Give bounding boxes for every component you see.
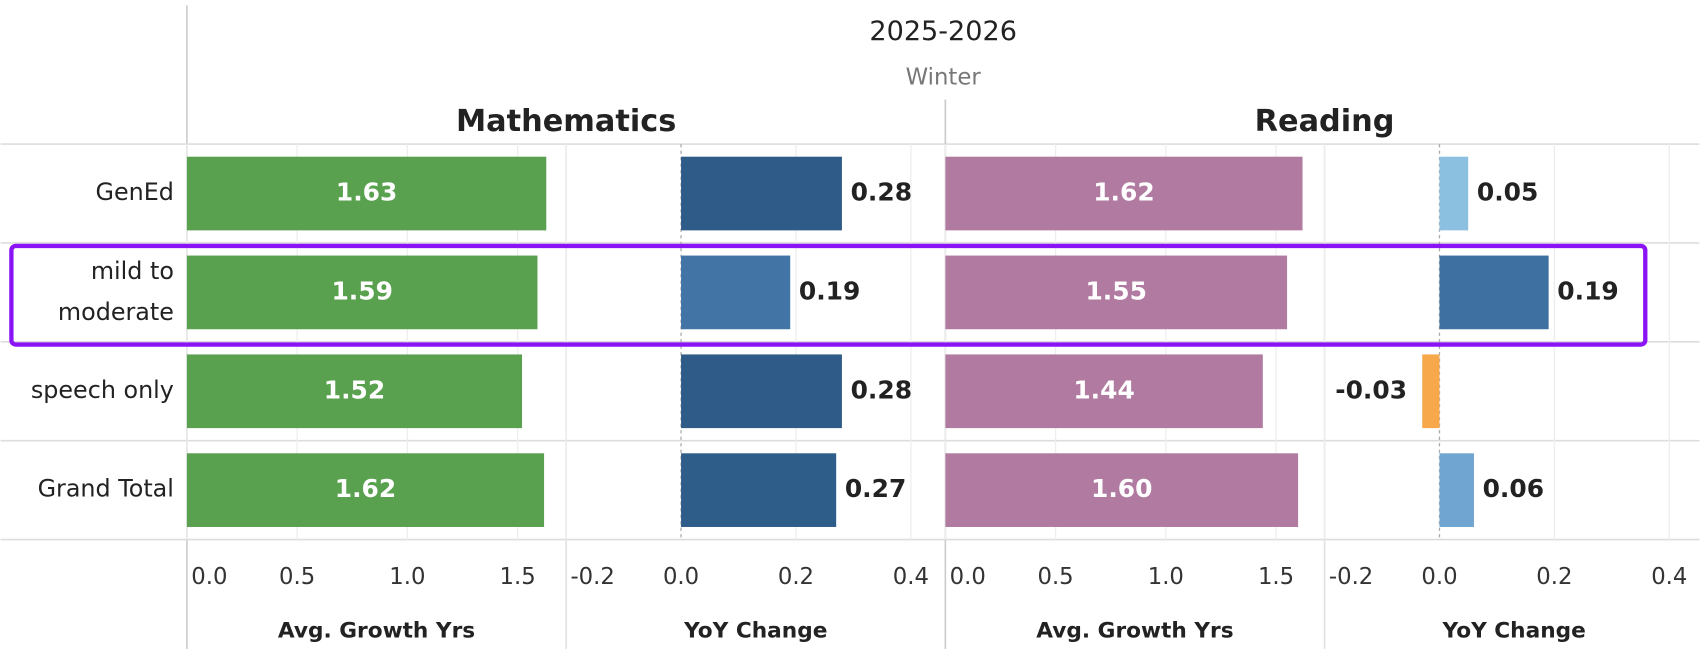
value-label: 1.62 bbox=[1093, 178, 1154, 207]
bar bbox=[681, 354, 842, 429]
bar bbox=[945, 156, 1303, 231]
x-axis-title: YoY Change bbox=[683, 619, 827, 644]
x-tick-label: 0.0 bbox=[1421, 564, 1457, 590]
bar bbox=[186, 255, 538, 330]
value-label: 1.63 bbox=[336, 178, 397, 207]
group-title: Mathematics bbox=[456, 104, 676, 139]
bar bbox=[1439, 453, 1474, 527]
value-label: 1.62 bbox=[335, 474, 396, 503]
bar bbox=[681, 156, 842, 231]
row-label: GenEd bbox=[95, 178, 173, 206]
bar bbox=[186, 156, 547, 231]
value-label: 0.19 bbox=[1557, 276, 1618, 305]
value-label: 0.19 bbox=[799, 276, 860, 305]
row-label: speech only bbox=[31, 376, 174, 404]
value-label: 1.44 bbox=[1073, 375, 1134, 404]
bar bbox=[681, 255, 791, 330]
x-tick-label: 0.5 bbox=[279, 564, 315, 590]
bar bbox=[945, 354, 1263, 429]
row-label: mild to moderate bbox=[58, 256, 174, 325]
x-tick-label: 0.4 bbox=[1651, 564, 1687, 590]
value-label: 0.28 bbox=[851, 375, 912, 404]
x-tick-label: -0.2 bbox=[570, 564, 614, 590]
bar bbox=[186, 453, 545, 527]
value-label: 0.28 bbox=[851, 178, 912, 207]
bar bbox=[186, 354, 523, 429]
x-tick-label: 0.5 bbox=[1037, 564, 1073, 590]
x-tick-label: 0.4 bbox=[893, 564, 929, 590]
value-label: 0.06 bbox=[1483, 474, 1544, 503]
x-axis-title: YoY Change bbox=[1442, 619, 1586, 644]
value-label: -0.03 bbox=[1335, 375, 1407, 404]
row-label: Grand Total bbox=[38, 475, 174, 503]
bar bbox=[945, 453, 1299, 527]
bar bbox=[945, 255, 1288, 330]
x-tick-label: 0.0 bbox=[950, 564, 986, 590]
x-tick-label: 1.0 bbox=[389, 564, 425, 590]
term-header: Winter bbox=[906, 65, 982, 91]
year-header: 2025-2026 bbox=[869, 16, 1017, 47]
x-tick-label: 0.0 bbox=[663, 564, 699, 590]
bar bbox=[1422, 354, 1440, 429]
value-label: 1.52 bbox=[324, 375, 385, 404]
x-tick-label: 1.0 bbox=[1148, 564, 1184, 590]
value-label: 1.59 bbox=[331, 276, 392, 305]
x-tick-label: 0.0 bbox=[191, 564, 227, 590]
bar bbox=[1439, 156, 1469, 231]
x-tick-label: 0.2 bbox=[1536, 564, 1572, 590]
x-axis-title: Avg. Growth Yrs bbox=[1036, 619, 1233, 644]
value-label: 1.60 bbox=[1091, 474, 1152, 503]
group-title: Reading bbox=[1255, 104, 1395, 139]
x-axis-title: Avg. Growth Yrs bbox=[278, 619, 475, 644]
bar bbox=[1439, 255, 1549, 330]
value-label: 0.05 bbox=[1477, 178, 1538, 207]
value-label: 1.55 bbox=[1085, 276, 1146, 305]
x-tick-label: -0.2 bbox=[1329, 564, 1373, 590]
x-tick-label: 1.5 bbox=[500, 564, 536, 590]
highlight-box bbox=[9, 243, 1648, 347]
value-label: 0.27 bbox=[845, 474, 906, 503]
x-tick-label: 0.2 bbox=[778, 564, 814, 590]
bar bbox=[681, 453, 837, 527]
x-tick-label: 1.5 bbox=[1258, 564, 1294, 590]
